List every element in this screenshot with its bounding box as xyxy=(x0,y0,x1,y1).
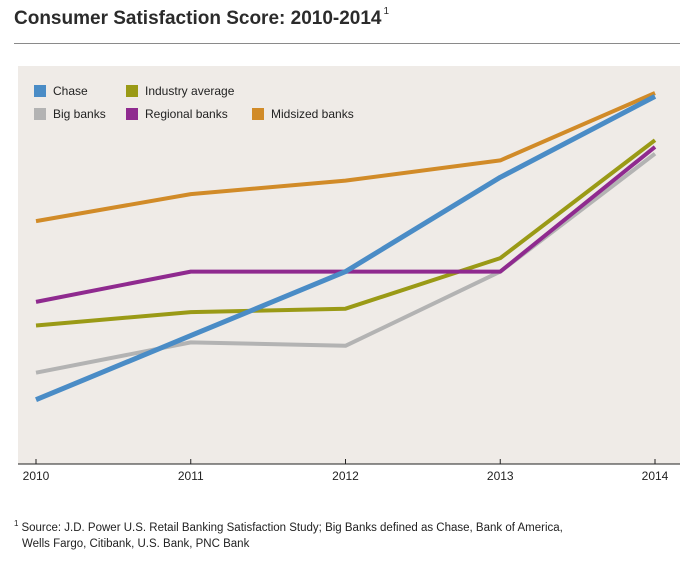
legend-swatch-big-banks xyxy=(34,108,46,120)
title-divider xyxy=(14,43,680,44)
legend-swatch-midsized-banks xyxy=(252,108,264,120)
legend-label-chase: Chase xyxy=(53,84,88,98)
x-tick-label-2010: 2010 xyxy=(23,469,50,483)
series-line-industry-average xyxy=(35,138,657,328)
legend-label-industry-average: Industry average xyxy=(145,84,235,98)
footnote-line-2: Wells Fargo, Citibank, U.S. Bank, PNC Ba… xyxy=(14,536,674,552)
legend-item-midsized-banks: Midsized banks xyxy=(252,107,354,121)
x-tick-label-2011: 2011 xyxy=(178,469,204,483)
series-line-midsized-banks xyxy=(35,91,656,224)
legend-item-big-banks: Big banks xyxy=(34,107,106,121)
series-line-chase xyxy=(35,94,657,403)
x-tick-label-2014: 2014 xyxy=(642,469,669,483)
title-footnote-marker: 1 xyxy=(383,5,390,17)
footnote-text-1: Source: J.D. Power U.S. Retail Banking S… xyxy=(21,521,563,534)
x-tick-label-2013: 2013 xyxy=(487,469,514,483)
series-line-big-banks xyxy=(35,152,657,375)
legend-label-midsized-banks: Midsized banks xyxy=(271,107,354,121)
x-tick-label-2012: 2012 xyxy=(332,469,359,483)
footnote-marker: 1 xyxy=(14,519,19,528)
legend-item-regional-banks: Regional banks xyxy=(126,107,228,121)
legend-item-chase: Chase xyxy=(34,84,88,98)
footnote: 1 Source: J.D. Power U.S. Retail Banking … xyxy=(14,516,674,552)
legend-swatch-industry-average xyxy=(126,85,138,97)
legend-item-industry-average: Industry average xyxy=(126,84,234,98)
footnote-line-1: 1 Source: J.D. Power U.S. Retail Banking … xyxy=(14,516,674,536)
footnote-text-2: Wells Fargo, Citibank, U.S. Bank, PNC Ba… xyxy=(22,537,250,550)
chart-title: Consumer Satisfaction Score: 2010-2014 1 xyxy=(14,5,390,29)
legend-swatch-regional-banks xyxy=(126,108,138,120)
legend-label-big-banks: Big banks xyxy=(53,107,106,121)
legend-label-regional-banks: Regional banks xyxy=(145,107,228,121)
legend-swatch-chase xyxy=(34,85,46,97)
